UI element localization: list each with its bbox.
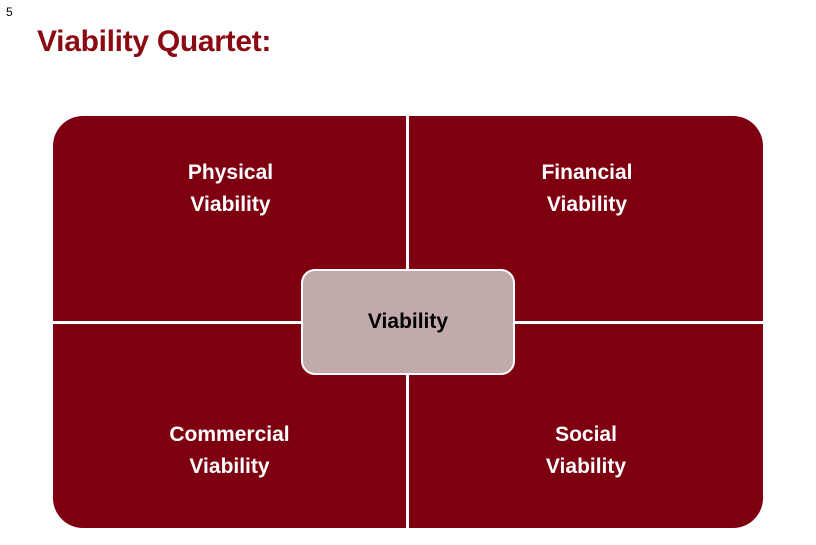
quadrant-label-line1: Physical <box>187 161 274 184</box>
quadrant-label-line1: Social <box>555 423 617 446</box>
slide-title: Viability Quartet: <box>37 25 272 58</box>
center-viability-box: Viability <box>301 269 515 375</box>
quadrant-label: Physical Viability <box>53 157 406 221</box>
quadrant-physical-viability: Physical Viability <box>53 116 406 321</box>
quadrant-label: Social Viability <box>409 419 763 483</box>
quadrant-label-line2: Viability <box>189 455 270 478</box>
quadrant-label-line2: Viability <box>190 193 271 216</box>
quadrant-social-viability: Social Viability <box>409 324 763 528</box>
quadrant-financial-viability: Financial Viability <box>409 116 763 321</box>
viability-quartet-diagram: Physical Viability Financial Viability C… <box>53 116 763 528</box>
slide-number: 5 <box>6 5 13 19</box>
quadrant-label-line1: Commercial <box>169 423 290 446</box>
quadrant-label-line2: Viability <box>545 455 627 478</box>
quadrant-label: Commercial Viability <box>53 419 406 483</box>
quadrant-label: Financial Viability <box>409 157 763 221</box>
quadrant-label-line2: Viability <box>546 193 628 216</box>
quadrant-label-line1: Financial <box>541 161 633 184</box>
